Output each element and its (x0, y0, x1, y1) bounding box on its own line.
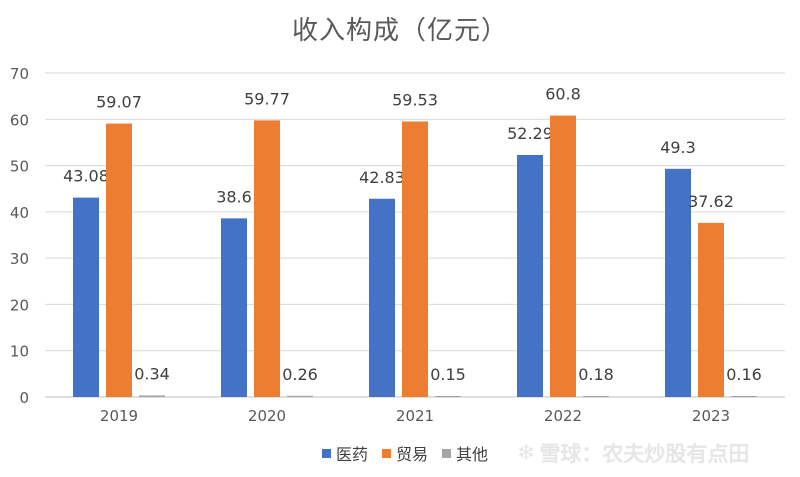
bar (106, 123, 132, 398)
data-label: 42.83 (359, 168, 405, 187)
y-tick-label: 30 (10, 250, 29, 268)
bar (517, 154, 543, 397)
x-tick-label: 2021 (396, 407, 434, 425)
data-label: 0.15 (430, 365, 466, 384)
y-tick-label: 20 (10, 296, 29, 314)
legend-label: 医药 (336, 445, 369, 464)
data-label: 0.26 (282, 365, 318, 384)
y-tick-label: 10 (10, 343, 29, 361)
bar (139, 395, 165, 397)
y-tick-label: 0 (19, 389, 29, 407)
data-label: 60.8 (545, 85, 581, 104)
legend: 医药 贸易 其他 (322, 441, 488, 465)
data-label: 0.18 (578, 365, 614, 384)
data-label: 38.6 (216, 187, 252, 206)
snowball-icon: ❄ (517, 440, 536, 466)
bar (731, 396, 757, 397)
data-label: 49.3 (660, 138, 696, 157)
data-label: 59.77 (244, 89, 290, 108)
data-label: 0.34 (134, 364, 170, 383)
chart-title: 收入构成（亿元） (291, 16, 508, 46)
x-tick-label: 2023 (692, 407, 730, 425)
x-tick-label: 2022 (544, 407, 582, 425)
legend-swatch (382, 448, 392, 458)
data-label: 59.53 (392, 90, 438, 109)
watermark: ❄ 雪球：农夫炒股有点田 (517, 438, 749, 468)
data-label: 37.62 (688, 192, 734, 211)
y-tick-label: 70 (10, 65, 29, 83)
bar (435, 396, 461, 397)
y-tick-label: 50 (10, 158, 29, 176)
data-label: 59.07 (96, 93, 142, 112)
bar (73, 197, 99, 397)
watermark-text: 雪球：农夫炒股有点田 (539, 442, 750, 466)
bar (550, 115, 576, 397)
x-tick-label: 2020 (248, 407, 286, 425)
bar (665, 168, 691, 397)
bar (698, 222, 724, 397)
y-tick-label: 40 (10, 204, 29, 222)
bar (583, 396, 609, 397)
legend-swatch (442, 448, 452, 458)
data-label: 52.29 (507, 124, 553, 143)
bar (369, 198, 395, 397)
legend-label: 贸易 (396, 445, 429, 464)
bar (254, 120, 280, 398)
legend-item-yiyao: 医药 (322, 441, 368, 465)
bar (221, 218, 247, 397)
bar (287, 395, 313, 397)
legend-item-qita: 其他 (442, 441, 488, 465)
legend-swatch (322, 448, 331, 458)
y-tick-label: 60 (10, 111, 29, 129)
legend-item-maoyi: 贸易 (382, 441, 428, 465)
data-label: 43.08 (63, 167, 109, 186)
x-tick-label: 2019 (100, 407, 138, 425)
legend-label: 其他 (456, 445, 489, 464)
bar (402, 121, 428, 397)
data-label: 0.16 (726, 365, 762, 384)
